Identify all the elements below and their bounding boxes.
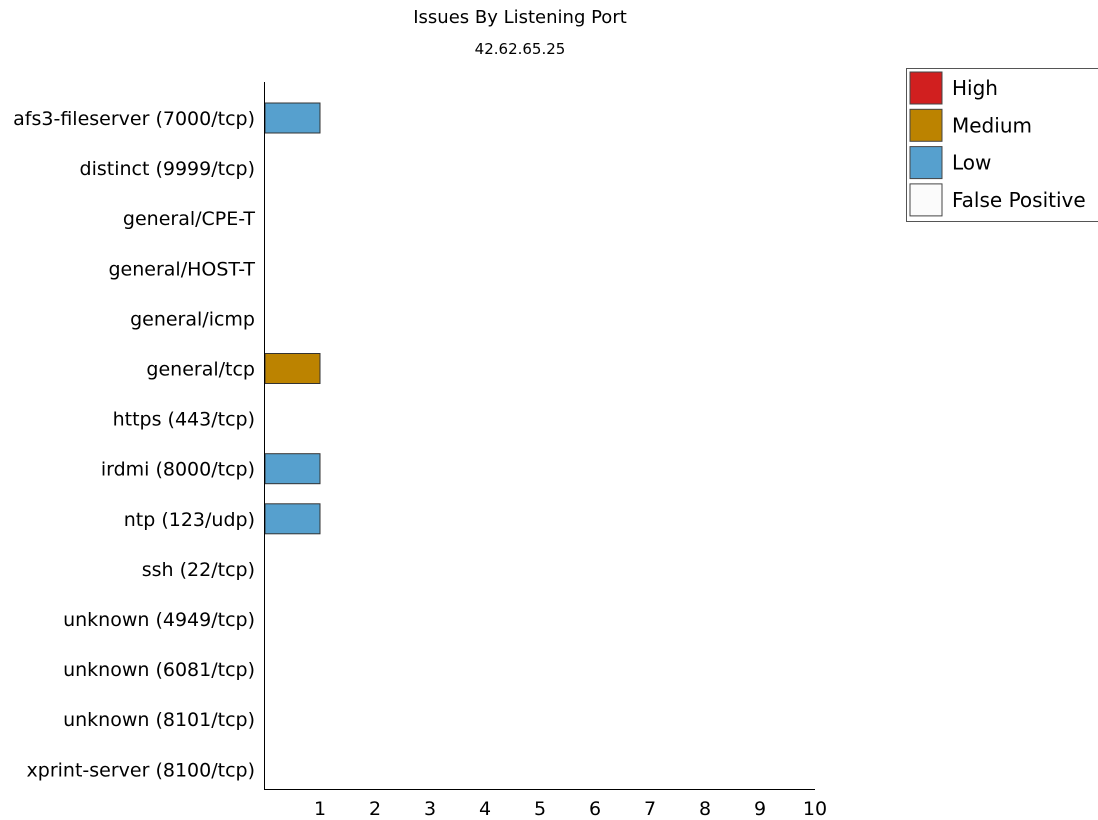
legend-swatch-false-positive [909, 183, 943, 217]
category-label-general-host-t: general/HOST-T [109, 258, 256, 280]
legend-label-high: High [952, 76, 998, 100]
x-tick-label-2: 2 [369, 798, 381, 820]
x-tick-label-6: 6 [589, 798, 601, 820]
legend-swatch-high [909, 71, 943, 105]
category-label-irdmi-8000-tcp: irdmi (8000/tcp) [101, 459, 255, 481]
chart-title: Issues By Listening Port [413, 7, 627, 28]
category-label-unknown-4949-tcp: unknown (4949/tcp) [63, 609, 255, 631]
category-label-unknown-6081-tcp: unknown (6081/tcp) [63, 659, 255, 681]
x-tick-label-10: 10 [803, 798, 827, 820]
bar-low-afs3-fileserver-7000-tcp [264, 102, 321, 134]
x-tick-label-7: 7 [644, 798, 656, 820]
category-label-afs3-fileserver-7000-tcp: afs3-fileserver (7000/tcp) [13, 108, 255, 130]
legend-label-false-positive: False Positive [952, 188, 1086, 212]
legend-swatch-medium [909, 108, 943, 142]
category-labels: afs3-fileserver (7000/tcp) distinct (9999… [13, 108, 255, 781]
category-label-distinct-9999-tcp: distinct (9999/tcp) [80, 158, 255, 180]
bar-medium-general-tcp [264, 353, 321, 384]
x-tick-label-3: 3 [424, 798, 436, 820]
legend-label-low: Low [952, 151, 991, 175]
category-label-general-cpe-t: general/CPE-T [123, 208, 255, 230]
category-label-https-443-tcp: https (443/tcp) [113, 409, 255, 431]
category-label-general-tcp: general/tcp [146, 359, 255, 381]
x-tick-label-1: 1 [314, 798, 326, 820]
x-tick-label-5: 5 [534, 798, 546, 820]
x-axis-ticks: 1 2 3 4 5 6 7 8 9 10 [314, 798, 827, 820]
category-label-general-icmp: general/icmp [130, 308, 255, 330]
bar-low-irdmi-8000-tcp [264, 453, 321, 485]
legend-label-medium: Medium [952, 113, 1032, 137]
x-tick-label-9: 9 [754, 798, 766, 820]
category-label-ssh-22-tcp: ssh (22/tcp) [142, 559, 255, 581]
legend: High Medium Low False Positive [906, 68, 1098, 222]
category-label-unknown-8101-tcp: unknown (8101/tcp) [63, 709, 255, 731]
category-label-ntp-123-udp: ntp (123/udp) [124, 509, 255, 531]
x-tick-label-8: 8 [699, 798, 711, 820]
legend-swatch-low [909, 146, 943, 180]
category-label-xprint-server-8100-tcp: xprint-server (8100/tcp) [27, 759, 255, 781]
bars-layer [264, 102, 321, 535]
chart-subtitle: 42.62.65.25 [475, 40, 566, 58]
bar-low-ntp-123-udp [264, 503, 321, 535]
x-tick-label-4: 4 [479, 798, 491, 820]
